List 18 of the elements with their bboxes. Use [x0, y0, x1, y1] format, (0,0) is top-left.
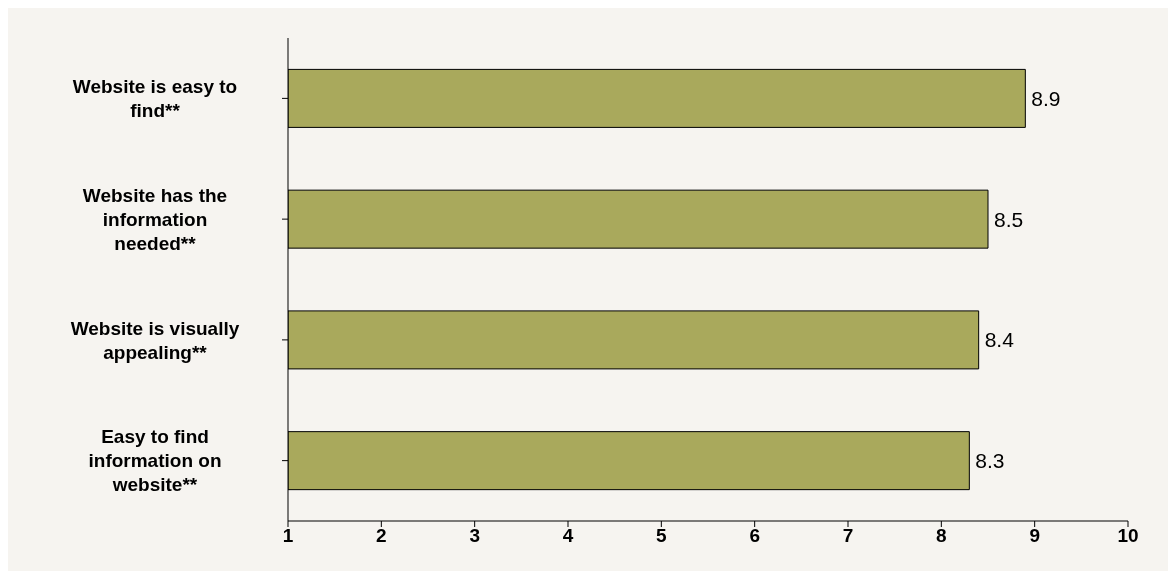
x-tick-label: 7 — [842, 525, 854, 547]
data-label: 8.4 — [984, 328, 1015, 352]
x-tick-label: 4 — [562, 525, 574, 547]
y-tick-label: Website has the information needed** — [82, 184, 228, 254]
x-tick-label: 1 — [282, 525, 294, 547]
y-tick-label: Easy to find information on website** — [88, 426, 222, 496]
x-tick-label: 5 — [656, 525, 668, 547]
y-tick-label: Website is visually appealing** — [70, 317, 240, 363]
data-label: 8.5 — [994, 207, 1024, 231]
data-label: 8.3 — [975, 449, 1005, 473]
x-tick-label: 10 — [1117, 525, 1139, 547]
data-label: 8.9 — [1031, 86, 1061, 110]
x-tick-label: 9 — [1029, 525, 1040, 547]
x-tick-label: 3 — [469, 525, 480, 547]
x-tick-label: 6 — [749, 525, 760, 547]
y-tick-label: Website is easy to find** — [72, 76, 238, 122]
x-tick-label: 2 — [376, 525, 387, 547]
x-tick-label: 8 — [936, 525, 947, 547]
